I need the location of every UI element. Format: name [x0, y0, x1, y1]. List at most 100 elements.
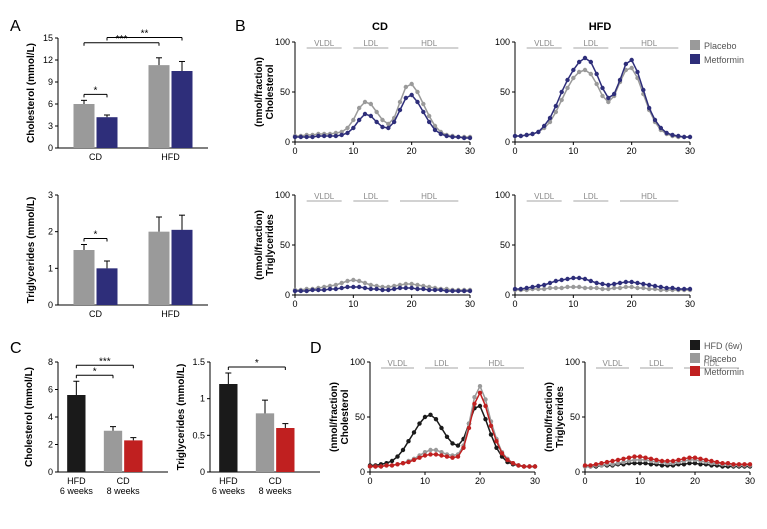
svg-text:3: 3	[48, 190, 53, 200]
svg-text:HDL: HDL	[421, 39, 438, 48]
svg-text:6 weeks: 6 weeks	[60, 486, 94, 496]
svg-text:*: *	[94, 230, 98, 241]
svg-text:20: 20	[407, 146, 417, 156]
svg-text:0: 0	[512, 146, 517, 156]
svg-text:CD: CD	[372, 21, 388, 33]
svg-text:Triglycerides (mmol/L): Triglycerides (mmol/L)	[176, 364, 187, 471]
svg-text:10: 10	[568, 146, 578, 156]
svg-text:6 weeks: 6 weeks	[212, 486, 246, 496]
svg-text:0: 0	[285, 290, 290, 300]
svg-text:0: 0	[367, 476, 372, 486]
svg-text:50: 50	[355, 412, 365, 422]
svg-text:50: 50	[500, 87, 510, 97]
svg-text:VLDL: VLDL	[314, 192, 335, 201]
svg-text:Triglycerides (mmol/L): Triglycerides (mmol/L)	[26, 197, 37, 304]
svg-text:HDL: HDL	[641, 39, 658, 48]
svg-text:CD: CD	[117, 476, 130, 486]
svg-text:Cholesterol: Cholesterol	[265, 64, 276, 119]
svg-text:Metformin: Metformin	[704, 367, 744, 377]
svg-text:30: 30	[465, 146, 475, 156]
svg-text:30: 30	[530, 476, 540, 486]
svg-text:0: 0	[505, 290, 510, 300]
svg-text:1: 1	[200, 394, 205, 404]
svg-text:CD: CD	[89, 152, 102, 162]
svg-text:Cholesterol (mmol/L): Cholesterol (mmol/L)	[26, 43, 37, 143]
svg-text:HFD: HFD	[219, 476, 238, 486]
svg-text:0: 0	[292, 299, 297, 309]
svg-text:(nmol/fraction): (nmol/fraction)	[329, 382, 340, 452]
svg-text:*: *	[94, 85, 98, 96]
svg-text:0: 0	[200, 467, 205, 477]
svg-text:50: 50	[570, 412, 580, 422]
svg-text:0.5: 0.5	[192, 430, 205, 440]
svg-text:20: 20	[690, 476, 700, 486]
svg-text:12: 12	[43, 55, 53, 65]
svg-text:100: 100	[350, 357, 365, 367]
svg-text:Triglycerides: Triglycerides	[265, 214, 276, 276]
svg-text:HDL: HDL	[641, 192, 658, 201]
svg-text:20: 20	[475, 476, 485, 486]
svg-text:LDL: LDL	[434, 359, 449, 368]
svg-text:30: 30	[745, 476, 755, 486]
svg-text:100: 100	[275, 190, 290, 200]
svg-text:10: 10	[348, 299, 358, 309]
svg-text:30: 30	[465, 299, 475, 309]
svg-text:0: 0	[48, 467, 53, 477]
svg-text:Triglycerides: Triglycerides	[555, 386, 566, 448]
svg-text:15: 15	[43, 33, 53, 43]
svg-text:4: 4	[48, 412, 53, 422]
svg-text:(nmol/fraction): (nmol/fraction)	[254, 57, 265, 127]
svg-text:Placebo: Placebo	[704, 41, 737, 51]
svg-text:***: ***	[116, 34, 128, 45]
svg-text:HDL: HDL	[488, 359, 505, 368]
svg-text:VLDL: VLDL	[314, 39, 335, 48]
figure: { "colors": { "placebo_gray": "#9a9a9a",…	[10, 10, 757, 519]
svg-text:Metformin: Metformin	[704, 55, 744, 65]
svg-text:10: 10	[348, 146, 358, 156]
svg-text:50: 50	[280, 240, 290, 250]
svg-text:100: 100	[275, 37, 290, 47]
svg-text:0: 0	[582, 476, 587, 486]
svg-text:***: ***	[99, 356, 111, 367]
svg-text:3: 3	[48, 121, 53, 131]
svg-text:0: 0	[505, 137, 510, 147]
svg-text:HDL: HDL	[421, 192, 438, 201]
svg-text:1: 1	[48, 263, 53, 273]
svg-text:(nmol/fraction): (nmol/fraction)	[544, 382, 555, 452]
svg-text:50: 50	[500, 240, 510, 250]
svg-text:0: 0	[575, 467, 580, 477]
svg-text:10: 10	[420, 476, 430, 486]
svg-text:100: 100	[495, 190, 510, 200]
svg-text:1.5: 1.5	[192, 357, 205, 367]
svg-text:0: 0	[285, 137, 290, 147]
svg-text:Placebo: Placebo	[704, 354, 737, 364]
svg-text:50: 50	[280, 87, 290, 97]
svg-text:*: *	[255, 358, 259, 369]
svg-text:10: 10	[568, 299, 578, 309]
svg-text:9: 9	[48, 77, 53, 87]
svg-text:HFD (6w): HFD (6w)	[704, 341, 743, 351]
svg-text:6: 6	[48, 99, 53, 109]
svg-text:CD: CD	[89, 309, 102, 319]
svg-text:100: 100	[565, 357, 580, 367]
svg-text:VLDL: VLDL	[534, 192, 555, 201]
svg-text:HFD: HFD	[161, 152, 180, 162]
svg-text:2: 2	[48, 440, 53, 450]
svg-text:8 weeks: 8 weeks	[107, 486, 141, 496]
svg-text:20: 20	[407, 299, 417, 309]
svg-text:0: 0	[292, 146, 297, 156]
svg-text:(nmol/fraction): (nmol/fraction)	[254, 210, 265, 280]
svg-text:8: 8	[48, 357, 53, 367]
svg-text:LDL: LDL	[583, 39, 598, 48]
svg-text:30: 30	[685, 146, 695, 156]
svg-text:20: 20	[627, 299, 637, 309]
svg-text:Cholesterol: Cholesterol	[340, 389, 351, 444]
svg-text:LDL: LDL	[583, 192, 598, 201]
svg-text:**: **	[141, 28, 149, 39]
svg-text:Cholesterol (mmol/L): Cholesterol (mmol/L)	[24, 367, 35, 467]
svg-text:LDL: LDL	[649, 359, 664, 368]
svg-text:100: 100	[495, 37, 510, 47]
svg-text:LDL: LDL	[363, 192, 378, 201]
svg-text:LDL: LDL	[363, 39, 378, 48]
svg-text:0: 0	[48, 143, 53, 153]
